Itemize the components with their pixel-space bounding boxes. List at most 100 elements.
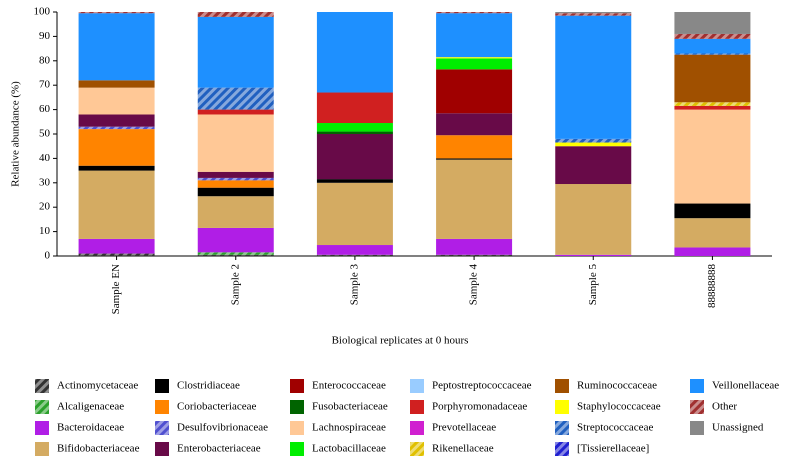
y-tick-label: 70: [39, 79, 51, 91]
bar-segment: [436, 58, 513, 70]
x-tick-label: Sample 4: [468, 264, 480, 306]
bar-segment: [555, 138, 632, 143]
y-tick-label: 10: [39, 225, 51, 237]
bar-segment: [674, 38, 751, 54]
y-tick-label: 0: [45, 250, 51, 262]
bar-segment: [78, 170, 155, 239]
bar-segment: [316, 131, 393, 134]
bar-segment: [436, 12, 513, 14]
legend-label: Unassigned: [712, 422, 764, 434]
bar-segment: [674, 203, 751, 219]
legend-swatch: [555, 442, 569, 456]
bar-segment: [78, 87, 155, 115]
legend-swatch: [35, 400, 49, 414]
bar-segment: [316, 182, 393, 246]
bar-segment: [197, 16, 274, 88]
bar-segment: [78, 238, 155, 254]
y-tick-label: 20: [39, 201, 51, 213]
bar-segment: [674, 247, 751, 256]
legend-swatch: [690, 400, 704, 414]
bar-segment: [674, 54, 751, 103]
bar-segment: [78, 12, 155, 14]
legend-swatch: [290, 400, 304, 414]
legend-swatch: [410, 379, 424, 393]
y-tick-label: 90: [39, 30, 51, 42]
legend-swatch: [555, 421, 569, 435]
bar-segment: [436, 57, 513, 59]
legend-swatch: [410, 400, 424, 414]
bar-segment: [316, 12, 393, 93]
bar-segment: [674, 53, 751, 55]
legend-swatch: [290, 442, 304, 456]
legend-swatch: [155, 442, 169, 456]
legend-label: Streptococcaceae: [577, 422, 653, 434]
bar-segment: [316, 179, 393, 183]
y-tick-label: 50: [39, 128, 51, 140]
x-axis-title: Biological replicates at 0 hours: [332, 335, 469, 347]
bar-segment: [555, 15, 632, 139]
bar-segment: [436, 159, 513, 239]
bar-segment: [197, 87, 274, 110]
legend-label: Rikenellaceae: [432, 443, 494, 455]
bar-segment: [436, 238, 513, 255]
bar-segment: [436, 135, 513, 159]
bar-segment: [436, 113, 513, 136]
y-tick-label: 40: [39, 152, 51, 164]
legend-swatch: [155, 400, 169, 414]
legend-label: Other: [712, 401, 737, 413]
bar-segment: [197, 187, 274, 197]
legend-swatch: [290, 379, 304, 393]
bar-segment: [197, 12, 274, 17]
bar-segment: [197, 252, 274, 255]
bar-segment: [197, 254, 274, 256]
legend-swatch: [35, 421, 49, 435]
bar-segment: [316, 134, 393, 180]
bar-segment: [197, 177, 274, 181]
legend-label: Actinomycetaceae: [57, 380, 138, 392]
x-tick-label: Sample 5: [587, 264, 599, 306]
bar-segment: [78, 13, 155, 81]
legend-label: Staphylococcaceae: [577, 401, 661, 413]
legend-swatch: [290, 421, 304, 435]
bar-segment: [555, 12, 632, 14]
bar-segment: [78, 253, 155, 256]
bar-segment: [674, 109, 751, 204]
legend-label: Peptostreptococcaceae: [432, 380, 532, 392]
x-tick-label: Sample 2: [229, 264, 241, 305]
legend-label: Bacteroidaceae: [57, 422, 124, 434]
bar-segment: [78, 129, 155, 166]
bar-segment: [555, 184, 632, 255]
legend-label: Enterobacteriaceae: [177, 443, 261, 455]
legend-swatch: [410, 442, 424, 456]
bar-segment: [197, 196, 274, 228]
bar-segment: [436, 13, 513, 58]
legend-swatch: [155, 421, 169, 435]
legend-swatch: [555, 379, 569, 393]
bar-segment: [555, 142, 632, 147]
legend-label: [Tissierellaceae]: [577, 443, 649, 455]
x-tick-label: Sample EN: [110, 264, 122, 314]
bar-segment: [197, 171, 274, 178]
legend-label: Bifidobacteriaceae: [57, 443, 140, 455]
legend-label: Enterococcaceae: [312, 380, 386, 392]
bar-segment: [316, 245, 393, 255]
bar-segment: [674, 105, 751, 110]
legend-swatch: [690, 379, 704, 393]
bar-segment: [197, 109, 274, 115]
legend-label: Alcaligenaceae: [57, 401, 124, 413]
bar-segment: [674, 218, 751, 248]
legend-swatch: [690, 421, 704, 435]
legend-swatch: [35, 379, 49, 393]
legend-label: Desulfovibrionaceae: [177, 422, 268, 434]
legend-label: Coriobacteriaceae: [177, 401, 257, 413]
bar-segment: [436, 254, 513, 256]
legend-swatch: [35, 442, 49, 456]
legend-swatch: [410, 421, 424, 435]
y-tick-label: 100: [34, 6, 51, 18]
bar-segment: [78, 126, 155, 130]
bar-segment: [197, 114, 274, 172]
bar-segment: [316, 123, 393, 132]
bar-segment: [436, 158, 513, 160]
legend-label: Prevotellaceae: [432, 422, 496, 434]
bar-segment: [316, 92, 393, 124]
